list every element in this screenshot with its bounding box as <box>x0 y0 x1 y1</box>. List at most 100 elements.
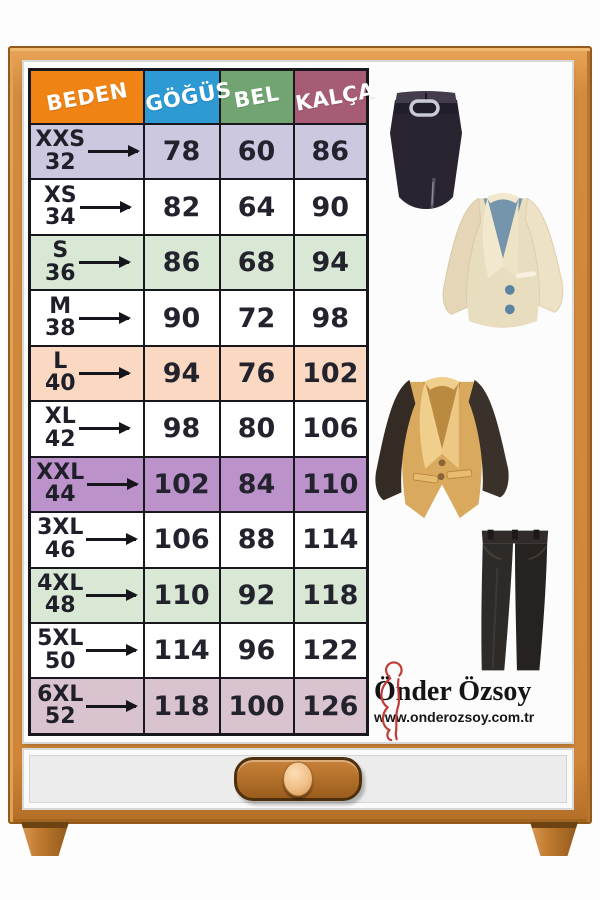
size-number: 50 <box>44 648 76 674</box>
right-arrow-icon <box>86 533 139 546</box>
size-label-cell: M 38 <box>28 289 145 347</box>
gogus-value: 98 <box>142 400 221 458</box>
column-header-bel: BEL <box>218 68 295 125</box>
brand-website: www.onderozsoy.com.tr <box>374 709 535 726</box>
kalca-value: 122 <box>292 621 369 680</box>
cream-jacket-illustration <box>442 193 564 328</box>
size-label-cell: S 36 <box>28 233 145 292</box>
bel-value: 76 <box>218 344 295 403</box>
table-row: M 38 90 72 98 <box>28 289 369 347</box>
skirt-illustration <box>390 91 462 209</box>
bel-value: 60 <box>218 122 295 181</box>
kalca-value: 110 <box>292 455 369 514</box>
table-row: XXS 32 78 60 86 <box>28 122 369 181</box>
size-code: 3XL <box>37 515 84 541</box>
size-number: 40 <box>44 371 76 397</box>
drawer <box>24 750 572 808</box>
kalca-value: 114 <box>292 511 369 569</box>
brand-logo: Önder Özsoy www.onderozsoy.com.tr <box>372 661 570 741</box>
gogus-value: 94 <box>142 344 221 403</box>
gogus-value: 102 <box>142 455 221 514</box>
gogus-value: 114 <box>142 621 221 680</box>
table-row: S 36 86 68 94 <box>28 233 369 292</box>
size-code: XL <box>44 404 76 430</box>
gogus-value: 82 <box>142 178 221 236</box>
column-header-göğüs: GÖĞÜS <box>142 68 233 125</box>
size-label-cell: XS 34 <box>28 178 145 236</box>
kalca-value: 90 <box>292 178 369 236</box>
size-number: 34 <box>44 205 76 231</box>
right-arrow-icon <box>78 311 131 324</box>
size-number: 42 <box>44 426 76 452</box>
bel-value: 68 <box>218 233 295 292</box>
right-arrow-icon <box>86 644 139 657</box>
column-header-kalça: KALÇA <box>292 68 376 125</box>
size-number: 38 <box>44 316 76 342</box>
gogus-value: 78 <box>142 122 221 181</box>
woman-silhouette-icon <box>380 661 403 741</box>
bel-value: 72 <box>218 289 295 347</box>
kalca-value: 98 <box>292 289 369 347</box>
kalca-value: 106 <box>292 400 369 458</box>
size-label-cell: L 40 <box>28 344 145 403</box>
drawer-knob <box>283 761 313 797</box>
header-row: BEDEN GÖĞÜS BEL KALÇA <box>28 68 376 125</box>
size-code: L <box>53 349 68 375</box>
right-arrow-icon <box>88 145 141 158</box>
table-row: 3XL 46 106 88 114 <box>28 511 369 569</box>
gogus-value: 86 <box>142 233 221 292</box>
right-arrow-icon <box>79 200 132 213</box>
right-arrow-icon <box>86 699 139 712</box>
bel-value: 100 <box>218 677 295 736</box>
size-label-cell: 3XL 46 <box>28 511 145 569</box>
right-arrow-icon <box>87 477 140 490</box>
size-number: 46 <box>44 537 76 563</box>
wardrobe-cabinet: BEDEN GÖĞÜS BEL KALÇA XXS 32 78 60 86 XS 34 82 64 90… <box>8 46 592 824</box>
inner-panel: BEDEN GÖĞÜS BEL KALÇA XXS 32 78 60 86 XS 34 82 64 90… <box>24 62 572 742</box>
right-arrow-icon <box>78 256 131 269</box>
size-table: BEDEN GÖĞÜS BEL KALÇA XXS 32 78 60 86 XS 34 82 64 90… <box>28 68 376 736</box>
size-code: M <box>49 293 72 319</box>
table-row: 5XL 50 114 96 122 <box>28 621 369 680</box>
kalca-value: 126 <box>292 677 369 736</box>
kalca-value: 118 <box>292 566 369 624</box>
trousers-illustration <box>481 529 549 671</box>
gogus-value: 118 <box>142 677 221 736</box>
size-table-body: XXS 32 78 60 86 XS 34 82 64 90 S 36 86 68 94 M 38 90 72 98 L… <box>28 122 369 736</box>
size-code: XS <box>43 182 77 208</box>
bel-value: 84 <box>218 455 295 514</box>
kalca-value: 102 <box>292 344 369 403</box>
size-number: 52 <box>44 704 76 730</box>
size-code: 4XL <box>37 570 84 596</box>
size-label-cell: 4XL 48 <box>28 566 145 624</box>
size-code: S <box>52 238 69 264</box>
drawer-handle <box>234 757 362 801</box>
size-label-cell: XL 42 <box>28 400 145 458</box>
column-header-beden: BEDEN <box>28 68 145 125</box>
size-label-cell: 6XL 52 <box>28 677 145 736</box>
size-label-cell: 5XL 50 <box>28 621 145 680</box>
gogus-value: 106 <box>142 511 221 569</box>
table-row: 4XL 48 110 92 118 <box>28 566 369 624</box>
size-label-cell: XXS 32 <box>28 122 145 181</box>
bel-value: 88 <box>218 511 295 569</box>
drawer-front <box>29 755 567 803</box>
table-row: 6XL 52 118 100 126 <box>28 677 369 736</box>
size-code: 6XL <box>37 681 84 707</box>
size-code: XXL <box>36 459 85 485</box>
size-label-cell: XXL 44 <box>28 455 145 514</box>
size-code: XXS <box>35 127 86 153</box>
bel-value: 64 <box>218 178 295 236</box>
gogus-value: 90 <box>142 289 221 347</box>
tan-blazer-illustration <box>375 376 509 519</box>
size-code: 5XL <box>37 626 84 652</box>
bel-value: 92 <box>218 566 295 624</box>
bel-value: 80 <box>218 400 295 458</box>
kalca-value: 86 <box>292 122 369 181</box>
table-row: XS 34 82 64 90 <box>28 178 369 236</box>
clothing-gallery: Önder Özsoy www.onderozsoy.com.tr <box>368 62 572 742</box>
column-header-label: BEDEN <box>44 78 130 116</box>
brand-name: Önder Özsoy <box>374 675 532 707</box>
column-header-label: BEL <box>232 81 281 113</box>
size-number: 44 <box>44 482 76 508</box>
